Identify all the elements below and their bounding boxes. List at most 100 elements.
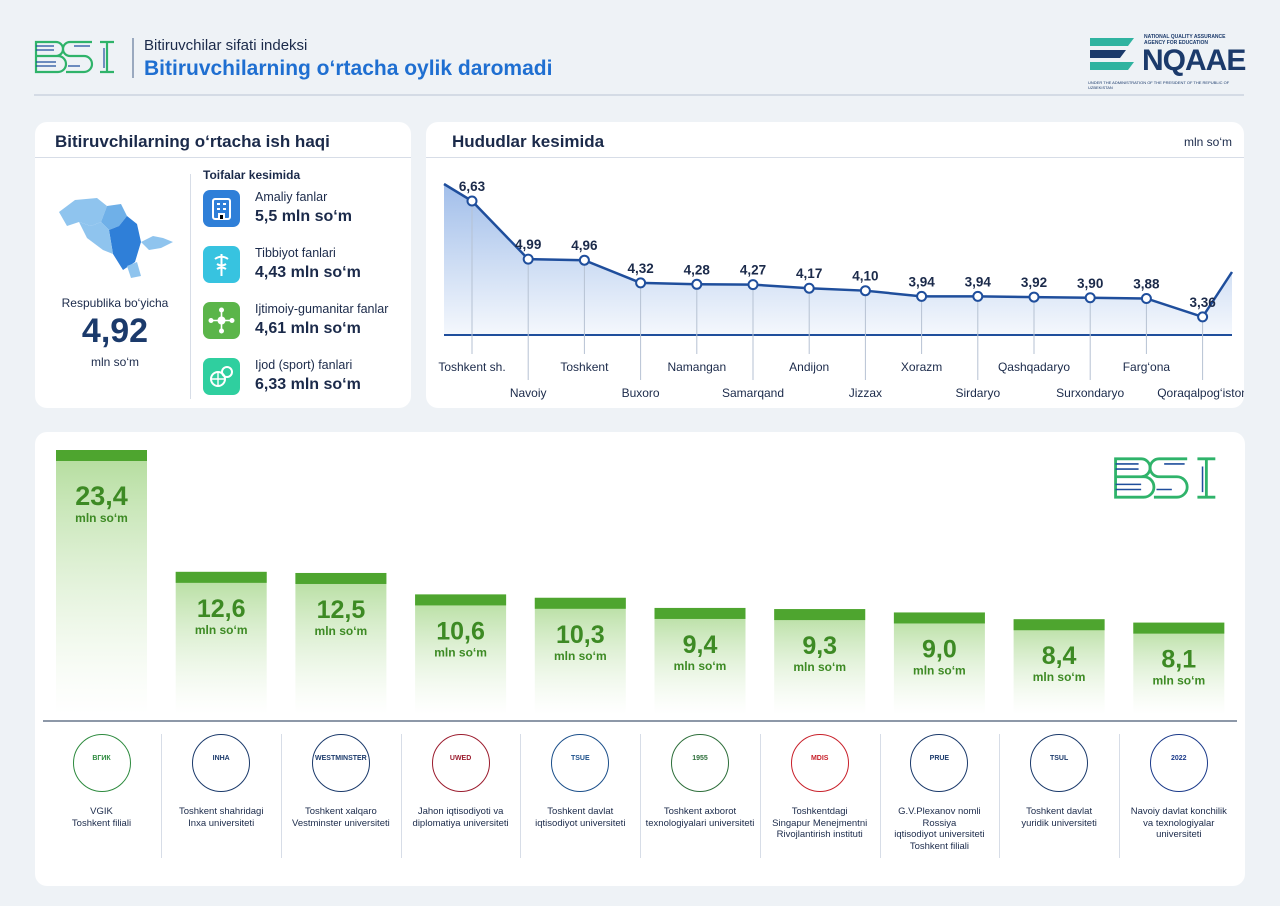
university-name: Jahon iqtisodiyoti va diplomatiya univers… — [412, 806, 509, 829]
data-label: 4,32 — [627, 261, 653, 276]
category-name: Ijod (sport) fanlari — [255, 358, 353, 372]
data-label: 4,99 — [515, 237, 541, 252]
university-name: Toshkent axborot texnologiyalari universi… — [645, 806, 755, 829]
data-label: 3,94 — [965, 274, 992, 289]
data-point — [1084, 292, 1096, 304]
data-point — [1140, 292, 1152, 304]
data-point — [635, 277, 647, 289]
salary-card-title: Bitiruvchilarning o‘rtacha ish haqi — [55, 132, 330, 151]
bar — [893, 612, 985, 714]
bar-value-label: 10,6 — [436, 617, 485, 645]
data-label: 4,28 — [684, 262, 711, 277]
university-logo: UWED — [431, 734, 490, 792]
university-logo-text: WESTMINSTER — [315, 755, 367, 762]
category-item: Ijtimoiy-gumanitar fanlar 4,61 mln so‘m — [203, 300, 413, 344]
bar-cap — [654, 607, 746, 619]
bar-value-label: 12,6 — [197, 595, 246, 623]
bar-value-label: 9,3 — [802, 632, 837, 660]
university-separator — [1118, 734, 1120, 858]
data-point — [691, 278, 703, 290]
category-name: Tibbiyot fanlari — [255, 246, 336, 260]
bar — [1013, 619, 1105, 714]
university-logo: ВГИК — [72, 734, 131, 792]
nqaae-wordmark: NQAAE — [1142, 44, 1246, 77]
bsi-logo — [34, 40, 114, 74]
bsi-watermark-icon — [1114, 457, 1216, 499]
university-name: Toshkent shahridagi Inxa universiteti — [178, 806, 264, 829]
bar-value-label: 9,0 — [922, 635, 957, 663]
nqaae-tagline: NATIONAL QUALITY ASSURANCE AGENCY FOR ED… — [1144, 34, 1226, 46]
data-point — [1197, 311, 1209, 323]
bar-cap — [415, 594, 507, 606]
category-label: Samarqand — [722, 386, 784, 400]
university-name: VGIK Toshkent filiali — [71, 806, 132, 829]
header-rule — [34, 94, 1244, 96]
bar — [415, 594, 507, 714]
category-value: 6,33 mln so‘m — [255, 376, 361, 393]
bar-cap — [774, 609, 866, 621]
medical-caduceus-icon — [203, 246, 240, 283]
university-separator — [640, 734, 642, 858]
category-item: Tibbiyot fanlari 4,43 mln so‘m — [203, 244, 413, 288]
data-point — [859, 285, 871, 297]
category-label: Jizzax — [849, 386, 882, 400]
header-title: Bitiruvchilarning o‘rtacha oylik daromad… — [144, 57, 553, 80]
bar-unit-label: mln so‘m — [434, 645, 487, 659]
category-label: Xorazm — [901, 360, 942, 374]
data-label: 4,17 — [796, 266, 822, 281]
bar-cap — [295, 572, 387, 584]
university-separator — [879, 734, 881, 858]
data-point — [466, 195, 478, 207]
data-point — [916, 290, 928, 302]
category-label: Qashqadaryo — [998, 360, 1070, 374]
salary-card: Bitiruvchilarning o‘rtacha ish haqi Resp… — [35, 122, 411, 408]
data-label: 4,96 — [571, 238, 598, 253]
header-subtitle: Bitiruvchilar sifati indeksi — [144, 37, 308, 54]
bar-value-label: 12,5 — [317, 596, 366, 624]
network-icon — [203, 302, 240, 339]
university-name: Toshkent davlat yuridik universiteti — [1021, 806, 1097, 829]
regions-line-chart: 6,63 Toshkent sh. 4,99 Navoiy 4,96 Toshkent 4,… — [438, 179, 1244, 400]
header-separator — [132, 38, 134, 78]
bar-unit-label: mln so‘m — [1033, 670, 1086, 684]
category-label: Surxondaryo — [1056, 386, 1124, 400]
bar — [1133, 622, 1225, 714]
category-item: Amaliy fanlar 5,5 mln so‘m — [203, 188, 413, 232]
bar — [295, 572, 387, 714]
bar-value-label: 23,4 — [75, 481, 128, 511]
bar-unit-label: mln so‘m — [793, 660, 846, 674]
republic-unit: mln so‘m — [90, 355, 139, 369]
category-label: Namangan — [667, 360, 726, 374]
sport-balls-icon — [203, 358, 240, 395]
university-name: Navoiy davlat konchilik va texnologiyalar… — [1130, 806, 1227, 840]
university-name: Toshkent davlat iqtisodiyot universiteti — [535, 806, 626, 829]
category-value: 5,5 mln so‘m — [255, 208, 352, 225]
university-separator — [161, 734, 163, 858]
bar — [774, 609, 866, 714]
regions-card-title: Hududlar kesimida — [452, 132, 605, 151]
university-logo: PRUE — [910, 734, 969, 792]
bar-cap — [534, 597, 626, 609]
bar-unit-label: mln so‘m — [195, 623, 248, 637]
nqaae-logo: NATIONAL QUALITY ASSURANCE AGENCY FOR ED… — [1088, 34, 1248, 90]
university-logo: 1955 — [671, 734, 729, 792]
regions-card: Hududlar kesimida mln so‘m 6,63 Toshkent … — [426, 122, 1244, 408]
university-name: G.V.Plexanov nomli Rossiya iqtisodiyot uni… — [894, 806, 985, 852]
university-logo-text: TSUE — [570, 755, 590, 762]
university-logo: TSUE — [551, 734, 610, 792]
bar-value-label: 9,4 — [683, 631, 718, 659]
bar — [534, 597, 626, 714]
university-logo: MDIS — [790, 734, 849, 792]
category-name: Ijtimoiy-gumanitar fanlar — [255, 302, 389, 316]
categories-title: Toifalar kesimida — [203, 168, 301, 182]
data-point — [747, 279, 759, 291]
university-logo-text: ВГИК — [92, 755, 111, 762]
data-point — [803, 282, 815, 294]
building-icon — [203, 190, 240, 227]
bar — [56, 450, 147, 714]
category-label: Sirdaryo — [955, 386, 1000, 400]
bar-cap — [1013, 619, 1105, 631]
category-label: Toshkent — [560, 360, 609, 374]
bar-value-label: 10,3 — [556, 621, 605, 649]
bar-cap — [175, 571, 267, 583]
